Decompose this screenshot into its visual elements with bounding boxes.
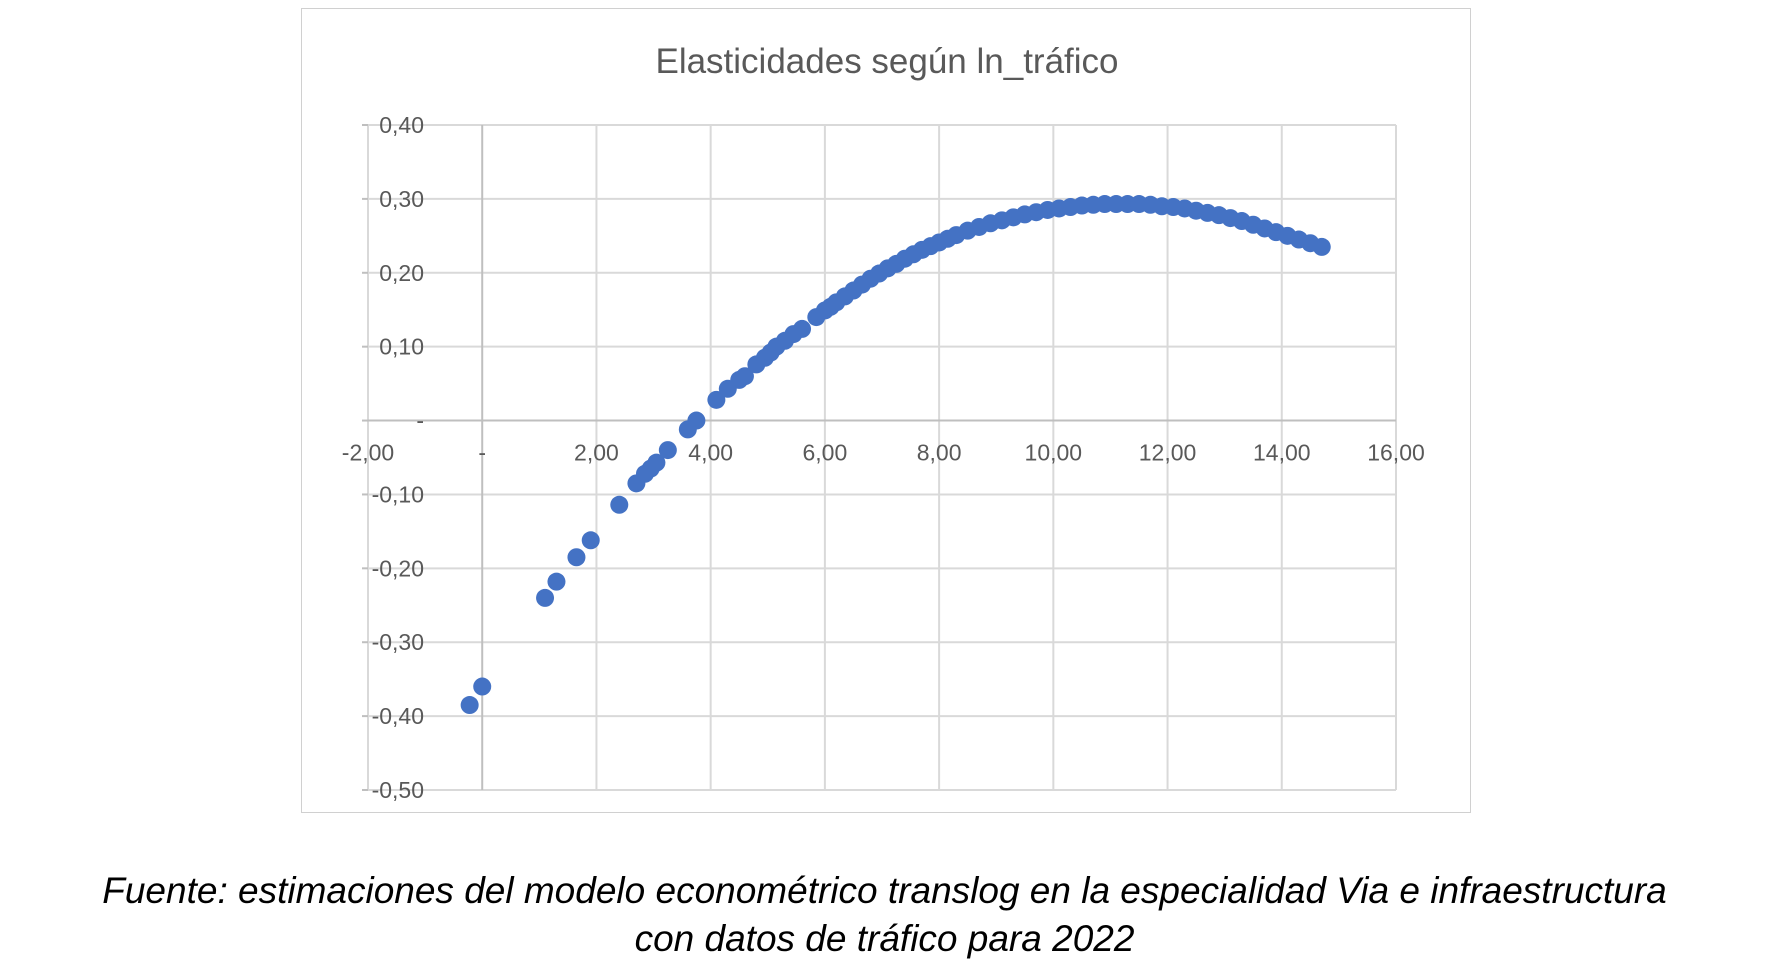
caption-line-1: Fuente: estimaciones del modelo economét…	[102, 870, 1667, 911]
x-tick-label: 12,00	[1139, 440, 1197, 466]
scatter-chart: -2,00-2,00 4,00 6,00 8,00 10,00 12,00 14,00 16,…	[342, 42, 1425, 803]
x-tick-label: 8,00	[917, 440, 962, 466]
data-point	[473, 677, 492, 696]
y-tick-label: -0,20	[372, 555, 424, 581]
chart-frame: -2,00-2,00 4,00 6,00 8,00 10,00 12,00 14,00 16,…	[301, 8, 1471, 813]
x-tick-label: 2,00	[574, 440, 619, 466]
caption-line-2: con datos de tráfico para 2022	[634, 918, 1135, 959]
y-tick-label: -0,50	[372, 777, 424, 803]
y-tick-label: 0,40	[379, 112, 424, 138]
x-tick-label: 16,00	[1367, 440, 1425, 466]
data-point	[610, 495, 629, 514]
y-tick-label: -	[416, 408, 424, 434]
x-tick-label: 6,00	[803, 440, 848, 466]
data-point	[687, 411, 706, 430]
data-point	[581, 531, 600, 550]
y-tick-label: 0,20	[379, 260, 424, 286]
y-tick-label: 0,10	[379, 334, 424, 360]
x-tick-label: 4,00	[688, 440, 733, 466]
data-point	[1312, 237, 1331, 256]
x-tick-label: 14,00	[1253, 440, 1311, 466]
data-point	[658, 441, 677, 460]
x-tick-label: -	[478, 440, 486, 466]
tick-labels: -2,00-2,00 4,00 6,00 8,00 10,00 12,00 14,00 16,…	[342, 112, 1425, 803]
gridlines	[367, 124, 1397, 791]
data-point	[647, 453, 666, 472]
y-tick-label: -0,40	[372, 703, 424, 729]
x-tick-label: -2,00	[342, 440, 394, 466]
y-tick-label: -0,30	[372, 629, 424, 655]
y-tick-label: -0,10	[372, 481, 424, 507]
y-tick-label: 0,30	[379, 186, 424, 212]
data-point	[547, 572, 566, 591]
data-point	[567, 548, 586, 567]
data-point	[793, 319, 812, 338]
data-point	[460, 696, 479, 715]
data-points	[460, 195, 1331, 715]
data-point	[707, 390, 726, 409]
chart-title: Elasticidades según ln_tráfico	[655, 42, 1118, 81]
data-point	[735, 367, 754, 386]
data-point	[536, 588, 555, 607]
x-tick-label: 10,00	[1025, 440, 1083, 466]
